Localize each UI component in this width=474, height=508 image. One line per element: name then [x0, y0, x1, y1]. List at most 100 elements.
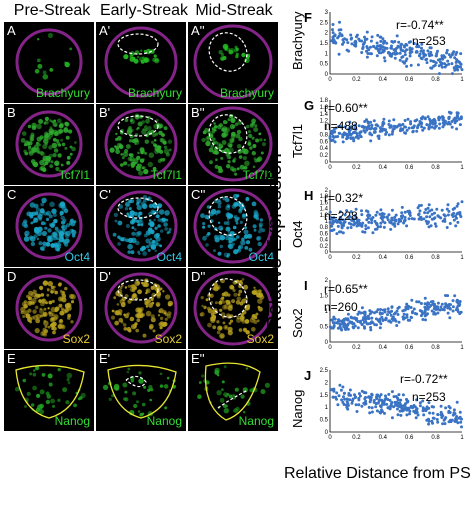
nucleus [253, 286, 256, 289]
nucleus [153, 218, 156, 222]
data-point [371, 231, 375, 235]
data-point [445, 226, 449, 229]
nucleus [133, 403, 138, 409]
y-tick-label: 1.8 [320, 194, 329, 200]
data-point [460, 68, 464, 72]
data-point [426, 211, 430, 215]
nucleus [244, 160, 250, 167]
nucleus [33, 314, 39, 321]
data-point [419, 49, 423, 53]
nucleus [148, 385, 153, 390]
nucleus [210, 144, 214, 149]
nucleus [218, 300, 223, 305]
nucleus [244, 226, 247, 230]
marker-label: Brachyury [35, 86, 90, 100]
nucleus [40, 331, 45, 336]
data-point [396, 398, 400, 402]
data-point [448, 307, 452, 310]
plot-y-label: Brachyury [290, 11, 305, 70]
data-point [338, 20, 341, 24]
nucleus [226, 222, 230, 226]
data-point [338, 383, 342, 387]
nucleus [232, 159, 236, 163]
panel-label: A [7, 23, 16, 38]
data-point [427, 305, 431, 309]
nucleus [52, 212, 57, 217]
nucleus [225, 236, 229, 241]
nucleus [37, 294, 41, 298]
data-point [417, 54, 421, 58]
data-point [346, 407, 350, 411]
nucleus [109, 147, 115, 153]
nucleus [156, 291, 161, 297]
nucleus [50, 287, 56, 293]
data-point [330, 132, 334, 136]
data-point [392, 405, 396, 409]
nucleus [145, 310, 152, 317]
data-point [452, 218, 456, 222]
nucleus [122, 382, 128, 388]
nucleus [130, 297, 135, 301]
nucleus [158, 308, 164, 314]
y-tick-label: 1 [325, 126, 329, 132]
nucleus [214, 198, 219, 204]
nucleus [68, 129, 73, 134]
data-point [348, 120, 352, 124]
data-point [338, 230, 341, 234]
data-point [387, 213, 391, 217]
nucleus [244, 319, 250, 324]
nucleus [64, 286, 68, 291]
data-point [341, 385, 345, 389]
marker-label: Tcf7l1 [242, 168, 274, 182]
nucleus [225, 226, 231, 232]
data-point [393, 40, 397, 43]
nucleus [57, 245, 61, 249]
nucleus [124, 118, 129, 122]
nucleus [135, 313, 140, 318]
nucleus [198, 381, 202, 384]
correlation-label: r=0.60** [324, 101, 368, 115]
nucleus [129, 210, 135, 216]
data-point [328, 136, 332, 140]
data-point [367, 127, 371, 131]
data-point [369, 45, 372, 49]
nucleus [48, 214, 53, 219]
scatter-plot: 0 0.2 0.4 0.6 0.8 1 1.2 1.4 1.6 1.8 2 0 0.2 0.4 0.6 0.8… [316, 186, 466, 261]
nucleus [164, 406, 168, 410]
data-point [439, 305, 443, 309]
data-point [436, 420, 440, 424]
y-tick-label: 0 [325, 340, 329, 346]
data-point [403, 404, 407, 408]
data-point [379, 39, 383, 43]
nucleus [59, 122, 64, 127]
nucleus [40, 165, 46, 171]
nucleus [56, 237, 59, 241]
data-point [430, 309, 434, 313]
nucleus [223, 221, 228, 225]
data-point [425, 222, 429, 226]
nucleus [40, 202, 45, 207]
nucleus [34, 211, 39, 216]
nucleus [161, 217, 167, 222]
nucleus [131, 219, 136, 224]
nucleus [47, 281, 53, 287]
nucleus [232, 225, 237, 230]
nucleus [254, 124, 258, 128]
nucleus [54, 226, 59, 231]
nucleus [21, 131, 27, 136]
data-point [379, 35, 383, 39]
nucleus [136, 139, 139, 143]
data-point [390, 132, 394, 136]
data-point [356, 312, 360, 316]
data-point [382, 40, 386, 43]
data-point [454, 214, 458, 218]
nucleus [74, 141, 77, 144]
nucleus [60, 307, 64, 311]
data-point [394, 219, 398, 223]
nucleus [125, 144, 131, 149]
data-point [455, 116, 459, 119]
data-point [442, 122, 446, 126]
nucleus [132, 56, 136, 61]
nucleus [154, 226, 158, 230]
data-point [431, 416, 435, 420]
